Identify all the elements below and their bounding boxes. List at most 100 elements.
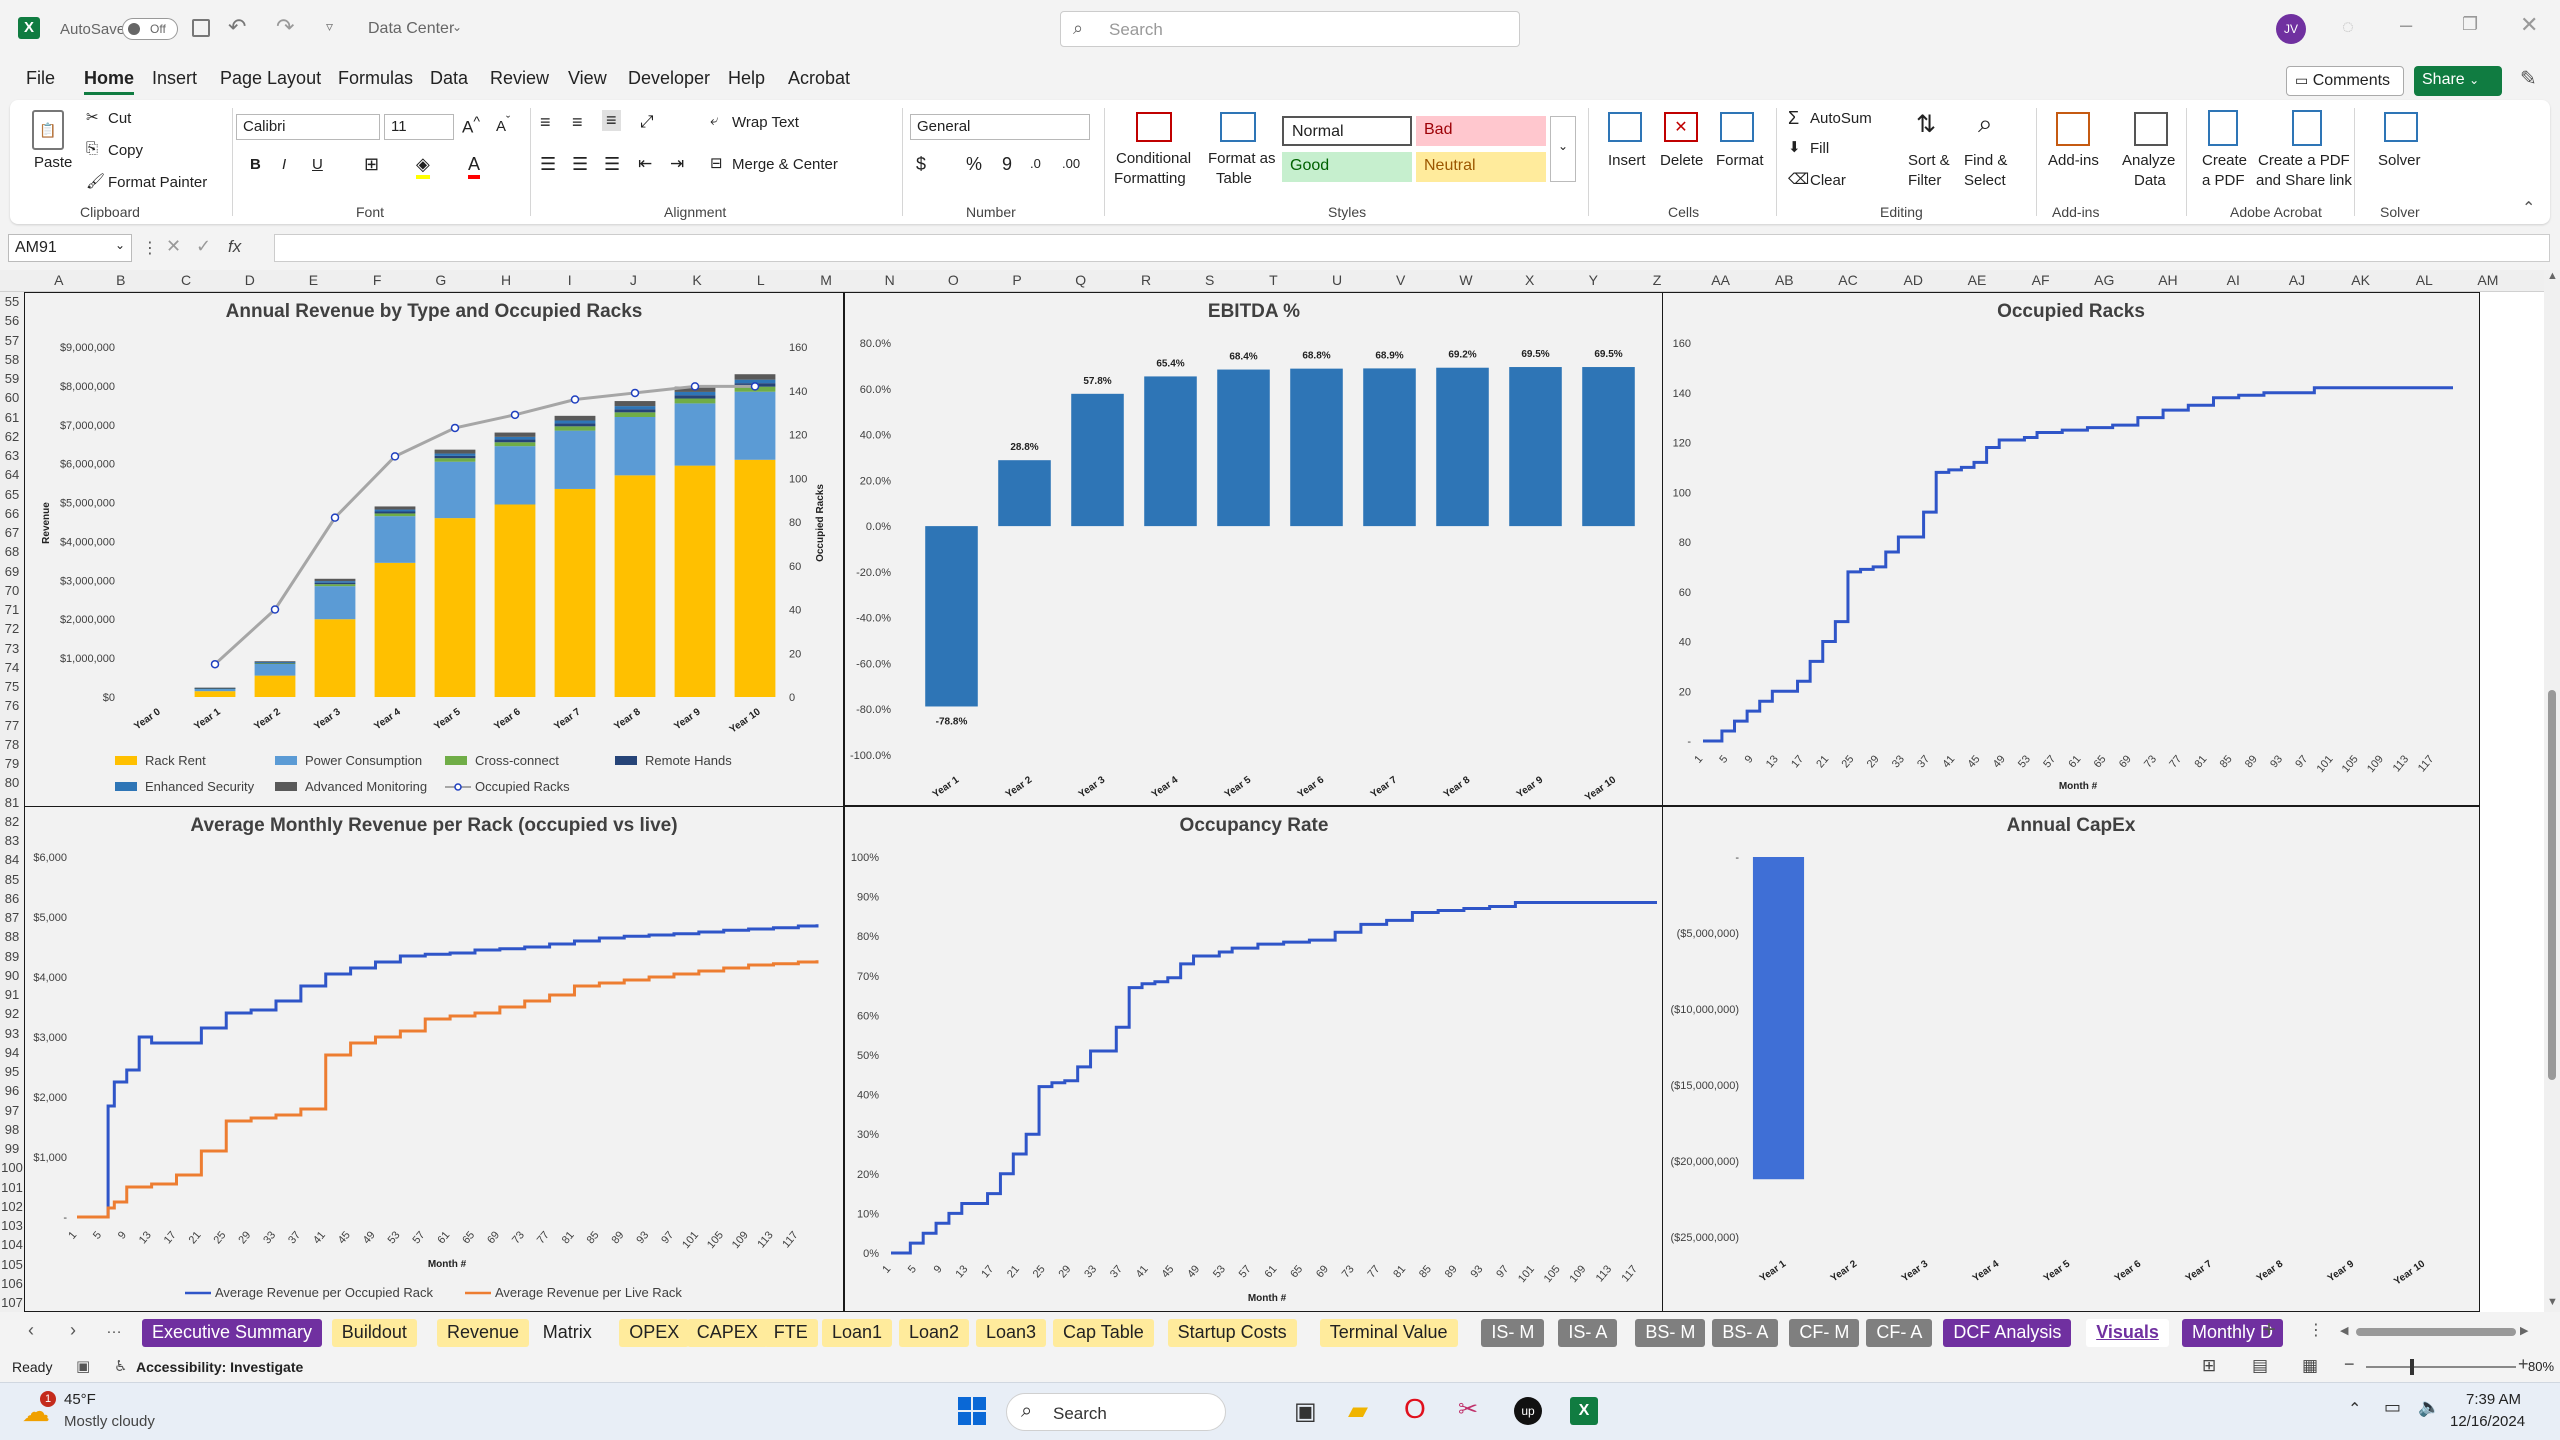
save-icon[interactable] [192,19,210,37]
autosum-button[interactable]: AutoSum [1810,110,1872,127]
undo-icon[interactable]: ↶ [228,14,247,39]
sort-filter-label-1[interactable]: Sort & [1908,152,1950,169]
chart-occupied-racks[interactable]: Occupied Racks - 20 40 60 80 100 120 140 160 1 5 9 13… [1662,292,2480,806]
document-title[interactable]: Data Center [368,20,455,37]
row-header-68[interactable]: 68 [4,544,20,560]
analyze-data-label-2[interactable]: Data [2134,172,2166,189]
row-header-103[interactable]: 103 [1,1218,23,1233]
column-header-g[interactable]: G [435,272,447,288]
column-header-q[interactable]: Q [1075,272,1087,288]
column-header-c[interactable]: C [181,272,192,288]
more-sheets-right-icon[interactable]: … [2224,1320,2240,1337]
decrease-indent-icon[interactable]: ⇤ [638,154,653,173]
column-header-z[interactable]: Z [1652,272,1662,288]
copy-button[interactable]: Copy [108,142,144,159]
paste-button[interactable]: Paste [34,154,73,171]
cancel-icon[interactable]: ✕ [166,236,182,256]
row-header-65[interactable]: 65 [4,486,20,502]
search-box[interactable]: ⌕ Search [1060,11,1520,47]
increase-indent-icon[interactable]: ⇥ [670,154,685,173]
sheet-tab[interactable]: Startup Costs [1167,1319,1297,1347]
page-layout-view-icon[interactable]: ▤ [2252,1356,2269,1375]
enter-icon[interactable]: ✓ [196,236,212,256]
menu-help[interactable]: Help [728,68,766,88]
conditional-formatting-label-1[interactable]: Conditional [1116,150,1192,167]
column-header-w[interactable]: W [1459,272,1473,288]
sheet-tab[interactable]: IS- A [1558,1319,1618,1347]
close-icon[interactable]: ✕ [2520,12,2539,37]
column-header-y[interactable]: Y [1588,272,1598,288]
row-header-78[interactable]: 78 [4,736,20,752]
upwork-icon[interactable]: up [1514,1397,1542,1425]
create-pdf-icon[interactable] [2208,110,2238,146]
delete-button[interactable]: Delete [1660,152,1704,169]
row-header-98[interactable]: 98 [4,1121,20,1137]
copy-icon[interactable]: ⎘ [86,140,99,157]
row-header-60[interactable]: 60 [4,390,20,406]
column-header-aj[interactable]: AJ [2288,272,2306,288]
sheet-tab[interactable]: Loan2 [899,1319,970,1347]
catch-up-icon[interactable]: ✎ [2520,68,2537,90]
chart-annual-revenue[interactable]: Annual Revenue by Type and Occupied Rack… [24,292,844,808]
add-sheet-icon[interactable]: + [2262,1316,2277,1343]
row-header-99[interactable]: 99 [4,1141,20,1156]
column-header-ak[interactable]: AK [2351,272,2370,288]
column-header-ae[interactable]: AE [1967,272,1987,288]
row-header-72[interactable]: 72 [4,621,20,637]
sheet-tab[interactable]: BS- M [1635,1319,1706,1347]
row-header-77[interactable]: 77 [4,717,20,733]
chevron-up-icon[interactable]: ⌃ [2348,1401,2362,1418]
menu-view[interactable]: View [568,68,607,88]
row-header-89[interactable]: 89 [4,948,20,964]
styles-more-icon[interactable]: ⌄ [1550,116,1576,182]
menu-data[interactable]: Data [430,68,469,88]
column-header-am[interactable]: AM [2477,272,2499,288]
merge-center-button[interactable]: Merge & Center [732,156,838,173]
network-icon[interactable]: ▭ [2384,1397,2402,1417]
volume-icon[interactable]: 🔈 [2418,1397,2441,1417]
macro-icon[interactable]: ▣ [76,1358,91,1375]
row-header-61[interactable]: 61 [4,409,20,425]
menu-insert[interactable]: Insert [152,68,198,88]
number-format-select[interactable]: General [910,114,1090,140]
column-header-h[interactable]: H [501,272,512,288]
menu-file[interactable]: File [26,68,56,88]
column-header-k[interactable]: K [692,272,702,288]
prev-sheet-icon[interactable]: ‹ [28,1320,34,1340]
format-as-table-icon[interactable] [1220,112,1256,142]
style-bad[interactable]: Bad [1416,116,1546,146]
row-header-101[interactable]: 101 [1,1179,23,1195]
cut-button[interactable]: Cut [108,110,132,127]
orientation-icon[interactable]: ⤢ [640,112,654,131]
lightbulb-icon[interactable]: ◌ [2342,16,2354,38]
zoom-slider[interactable] [2366,1359,2516,1375]
column-header-af[interactable]: AF [2031,272,2050,288]
column-header-t[interactable]: T [1269,272,1278,288]
sheet-tab[interactable]: FTE [763,1319,818,1347]
currency-icon[interactable]: $ [916,154,927,174]
menu-acrobat[interactable]: Acrobat [788,68,851,88]
restore-icon[interactable]: ❐ [2462,14,2479,34]
clock-date[interactable]: 12/16/2024 [2450,1413,2526,1430]
wrap-text-button[interactable]: Wrap Text [732,114,799,131]
column-header-o[interactable]: O [947,272,959,288]
percent-icon[interactable]: % [966,154,983,174]
row-header-58[interactable]: 58 [4,351,20,367]
row-header-82[interactable]: 82 [4,813,20,829]
normal-view-icon[interactable]: ⊞ [2202,1356,2217,1375]
customize-qat-icon[interactable]: ▿ [326,18,334,34]
bold-icon[interactable]: B [250,156,261,173]
row-header-100[interactable]: 100 [1,1160,23,1176]
sheet-tab[interactable]: Terminal Value [1319,1319,1458,1347]
zoom-slider-thumb[interactable] [2410,1359,2414,1375]
sort-filter-icon[interactable]: ⇅ [1916,111,1937,138]
row-header-96[interactable]: 96 [4,1083,20,1099]
column-header-ah[interactable]: AH [2158,272,2178,288]
font-color-icon[interactable]: A [468,154,481,179]
row-header-84[interactable]: 84 [4,852,20,868]
zoom-level[interactable]: 80% [2528,1359,2555,1374]
row-header-86[interactable]: 86 [4,890,20,906]
addins-icon[interactable] [2056,112,2090,146]
autosum-icon[interactable]: Σ [1788,108,1800,128]
share-pdf-icon[interactable] [2292,110,2322,146]
